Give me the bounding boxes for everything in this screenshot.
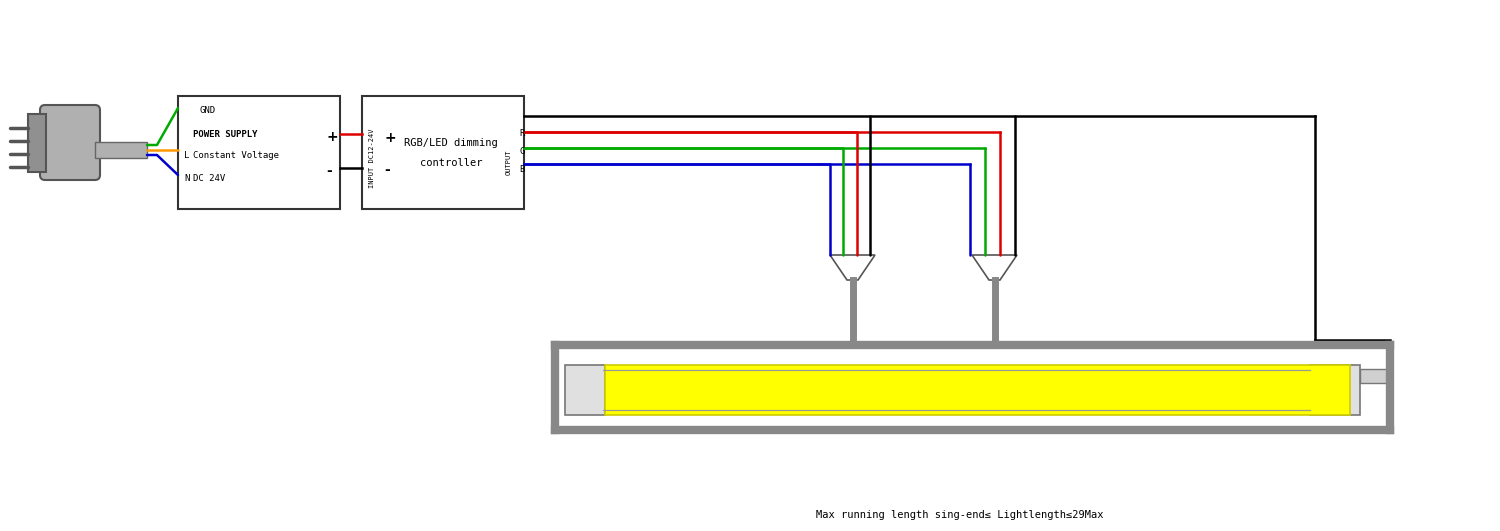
Polygon shape xyxy=(830,255,874,280)
Text: OUTPUT: OUTPUT xyxy=(506,150,512,175)
Text: controller: controller xyxy=(420,158,483,168)
Text: -: - xyxy=(384,163,390,177)
Bar xyxy=(94,142,147,158)
Bar xyxy=(1310,365,1360,415)
Text: RGB/LED dimming: RGB/LED dimming xyxy=(404,138,498,148)
Text: N: N xyxy=(184,174,189,183)
Bar xyxy=(604,365,1350,415)
Text: G: G xyxy=(519,147,525,156)
Text: +: + xyxy=(384,131,396,145)
Text: Max running length sing-end≤ Lightlength≤29Max: Max running length sing-end≤ Lightlength… xyxy=(816,510,1104,520)
FancyBboxPatch shape xyxy=(40,105,101,180)
Text: Constant Voltage: Constant Voltage xyxy=(194,151,279,160)
Text: -: - xyxy=(326,164,332,178)
Text: B: B xyxy=(519,165,525,174)
Bar xyxy=(566,365,604,415)
Bar xyxy=(362,96,524,209)
Text: POWER SUPPLY: POWER SUPPLY xyxy=(194,130,258,139)
Bar xyxy=(28,114,46,172)
Text: DC 24V: DC 24V xyxy=(194,174,225,183)
Text: L: L xyxy=(184,151,189,160)
Polygon shape xyxy=(972,255,1017,280)
Text: GND: GND xyxy=(200,106,216,115)
Bar xyxy=(178,96,340,209)
Text: +: + xyxy=(326,130,338,144)
Text: INPUT DC12-24V: INPUT DC12-24V xyxy=(369,129,375,189)
Bar xyxy=(1360,369,1390,383)
Text: R: R xyxy=(519,129,525,138)
